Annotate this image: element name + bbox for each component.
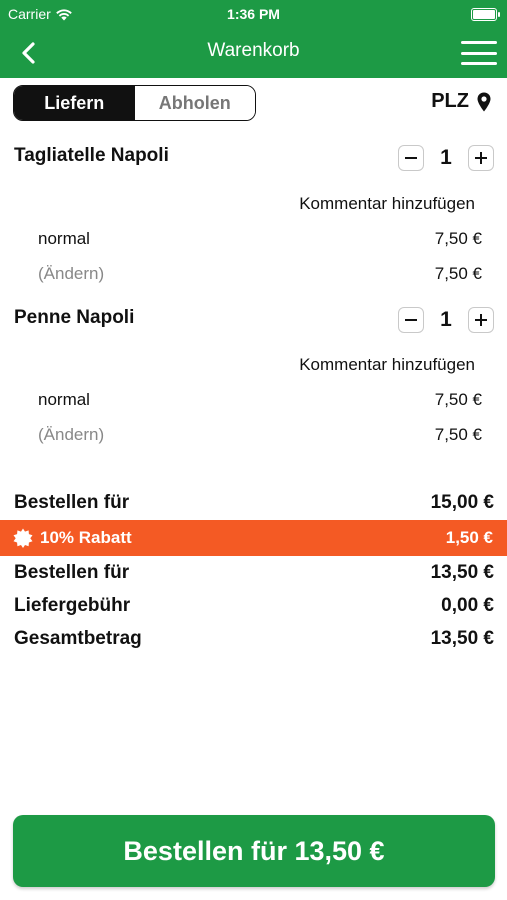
hamburger-menu-icon[interactable] [461,38,497,68]
discount-banner: 10% Rabatt 1,50 € [0,520,507,556]
cart-item-name: Tagliatelle Napoli [14,145,169,166]
clock: 1:36 PM [227,6,280,22]
nav-bar: Warenkorb [0,28,507,78]
change-option-link[interactable]: (Ändern) [38,264,105,283]
change-option-link[interactable]: (Ändern) [38,425,105,444]
discount-label: 10% Rabatt [40,528,132,547]
page-title: Warenkorb [207,40,300,61]
minus-icon [405,319,417,321]
total-value: 13,50 € [430,628,494,649]
quantity-value: 1 [440,308,452,331]
item-price: 7,50 € [434,264,482,283]
quantity-stepper: 1 [398,307,494,333]
discount-badge-icon [13,528,33,548]
add-comment-link[interactable]: Kommentar hinzufügen [299,194,475,213]
increase-quantity-button[interactable] [468,307,494,333]
item-option-price: 7,50 € [434,390,482,409]
delivery-fee-value: 0,00 € [441,595,494,616]
cart-item-name: Penne Napoli [14,307,135,328]
wifi-icon [55,8,72,20]
chevron-left-icon [22,42,35,64]
battery-icon [471,8,500,21]
item-option-label: normal [38,229,90,248]
quantity-stepper: 1 [398,145,494,171]
location-pin-icon [477,92,491,111]
quantity-value: 1 [440,146,452,169]
delivery-mode-toggle: Liefern Abholen [13,85,256,121]
discounted-subtotal-row: Bestellen für 13,50 € [14,562,494,584]
pickup-tab[interactable]: Abholen [134,86,255,120]
decrease-quantity-button[interactable] [398,307,424,333]
subtotal-label: Bestellen für [14,492,130,513]
plus-icon [475,152,487,164]
carrier-indicator: Carrier [8,6,73,22]
status-bar: Carrier 1:36 PM [0,0,507,28]
minus-icon [405,157,417,159]
delivery-fee-row: Liefergebühr 0,00 € [14,595,494,617]
place-order-button[interactable]: Bestellen für 13,50 € [13,815,495,887]
add-comment-link[interactable]: Kommentar hinzufügen [299,355,475,374]
postcode-label: PLZ [431,90,469,112]
decrease-quantity-button[interactable] [398,145,424,171]
item-option-price: 7,50 € [434,229,482,248]
plus-icon [475,314,487,326]
total-row: Gesamtbetrag 13,50 € [14,628,494,650]
discount-value: 1,50 € [445,528,493,547]
carrier-label: Carrier [8,6,51,22]
item-price: 7,50 € [434,425,482,444]
increase-quantity-button[interactable] [468,145,494,171]
postcode-button[interactable]: PLZ [431,90,491,113]
discounted-subtotal-label: Bestellen für [14,562,130,583]
discounted-subtotal-value: 13,50 € [430,562,494,583]
item-option-label: normal [38,390,90,409]
deliver-tab[interactable]: Liefern [14,86,135,120]
delivery-fee-label: Liefergebühr [14,595,131,616]
back-button[interactable] [12,37,44,69]
total-label: Gesamtbetrag [14,628,142,649]
subtotal-value: 15,00 € [430,492,494,513]
subtotal-row: Bestellen für 15,00 € [14,492,494,514]
